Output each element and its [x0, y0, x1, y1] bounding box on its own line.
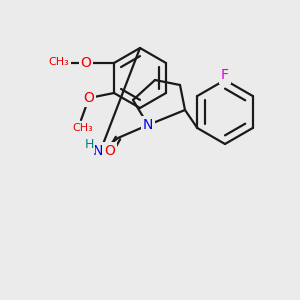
Text: CH₃: CH₃	[49, 57, 69, 67]
Text: H: H	[84, 139, 94, 152]
Text: N: N	[93, 144, 103, 158]
Text: O: O	[81, 56, 92, 70]
Text: O: O	[105, 144, 116, 158]
Text: CH₃: CH₃	[73, 123, 93, 133]
Text: O: O	[84, 91, 94, 105]
Text: N: N	[143, 118, 153, 132]
Text: F: F	[221, 68, 229, 82]
